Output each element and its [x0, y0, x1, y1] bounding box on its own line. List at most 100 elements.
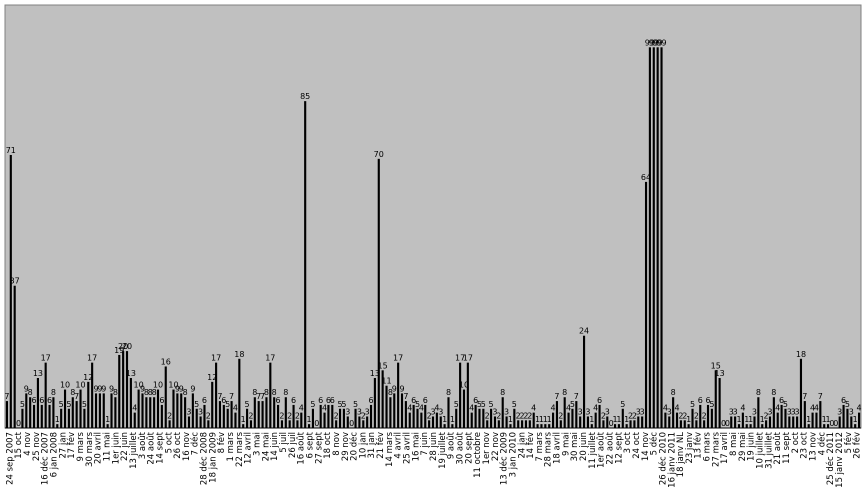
bar	[819, 401, 822, 428]
plot-area	[4, 4, 862, 429]
x-tick-label: 15 oct	[14, 431, 24, 458]
bar	[168, 420, 171, 428]
bar-value-label: 6	[779, 396, 784, 405]
bar	[714, 370, 717, 428]
x-tick-label: 24 jan	[517, 432, 527, 458]
bar	[679, 420, 682, 428]
bar-value-label: 17	[87, 354, 97, 363]
bar	[269, 362, 272, 428]
bar-value-label: 4	[775, 404, 780, 413]
bar	[428, 420, 431, 428]
bar-value-label: 7	[802, 392, 807, 401]
bar	[87, 381, 90, 428]
bar-value-label: 3	[585, 407, 590, 416]
bar	[695, 420, 698, 428]
bar	[613, 424, 617, 428]
bar	[273, 397, 276, 428]
bar	[602, 420, 605, 428]
bar-value-label: 6	[291, 396, 296, 405]
bar	[656, 47, 659, 429]
bar	[9, 154, 12, 428]
bar	[548, 424, 551, 428]
bar	[749, 424, 752, 428]
bar-value-label: 5	[245, 400, 250, 409]
bar	[234, 412, 237, 428]
x-tick-label: 25 avril	[403, 432, 413, 464]
bar-value-label: 3	[365, 407, 370, 416]
bar-value-label: 8	[500, 388, 505, 397]
x-tick-label: 22 août	[605, 431, 615, 464]
bar-value-label: 2	[206, 411, 211, 420]
bar-value-label: 8	[144, 388, 149, 397]
bar	[153, 397, 156, 428]
bar-value-label: 6	[276, 396, 281, 405]
x-tick-label: 5 oct	[164, 431, 174, 453]
bar	[633, 420, 636, 428]
bar-value-label: 8	[148, 388, 153, 397]
bar-value-label: 7	[74, 392, 79, 401]
bar-value-label: 6	[330, 396, 335, 405]
bar-value-label: 99	[649, 38, 659, 47]
bar	[118, 354, 121, 428]
x-tick-label: 20 avril	[94, 432, 104, 464]
bar	[648, 47, 651, 429]
bar-value-label: 2	[558, 411, 563, 420]
x-tick-label: 7 juin	[420, 432, 430, 456]
x-tick-label: 12 sept	[614, 431, 624, 464]
bar-value-label: 0	[16, 419, 21, 428]
bar	[249, 420, 253, 428]
bar-value-label: 5	[225, 400, 230, 409]
bar-value-label: 10	[60, 381, 70, 390]
bar-value-label: 1	[806, 415, 811, 424]
bar	[319, 404, 322, 428]
bar	[741, 412, 744, 428]
bar-value-label: 37	[10, 277, 20, 286]
bar	[300, 412, 303, 428]
bar	[296, 420, 299, 428]
bar-value-label: 2	[516, 411, 521, 420]
bar-value-label: 3	[791, 407, 796, 416]
bar	[625, 424, 628, 428]
x-tick-label: 7 mars	[535, 431, 545, 461]
bar-value-label: 2	[248, 411, 253, 420]
x-tick-label: 25 déc 2011	[825, 432, 836, 485]
bar-value-label: 7	[818, 392, 823, 401]
bar-value-label: 8	[671, 388, 676, 397]
bar-value-label: 3	[357, 407, 362, 416]
bar	[664, 412, 667, 428]
bar-value-label: 13	[715, 369, 725, 378]
bar	[397, 362, 400, 428]
bar	[629, 420, 632, 428]
bar	[230, 401, 233, 428]
bar-value-label: 99	[645, 38, 655, 47]
bar	[811, 412, 814, 428]
bar	[416, 408, 419, 428]
bar-value-label: 6	[47, 396, 52, 405]
bar-value-label: 6	[423, 396, 428, 405]
bar	[145, 397, 148, 428]
x-tick-label: 14 mars	[385, 431, 395, 467]
bar	[253, 397, 256, 428]
bar	[699, 404, 702, 428]
bar	[29, 397, 32, 428]
bar	[571, 408, 574, 428]
bar	[772, 397, 775, 428]
bar	[497, 420, 500, 428]
bar-value-label: 3	[504, 407, 509, 416]
x-tick-label: 5 fév	[843, 432, 854, 453]
bar	[854, 424, 857, 428]
bar-value-label: 10	[459, 381, 469, 390]
bar	[466, 362, 469, 428]
x-tick-label: 22 mars	[235, 431, 245, 467]
bar-value-label: 7	[260, 392, 265, 401]
bar	[191, 393, 194, 428]
bar-value-label: 2	[527, 411, 532, 420]
bar	[462, 389, 466, 428]
bar	[195, 408, 198, 428]
bar	[67, 408, 70, 428]
bar	[122, 351, 125, 428]
bar-value-label: 8	[152, 388, 157, 397]
bar	[323, 412, 326, 428]
bar	[517, 420, 520, 428]
